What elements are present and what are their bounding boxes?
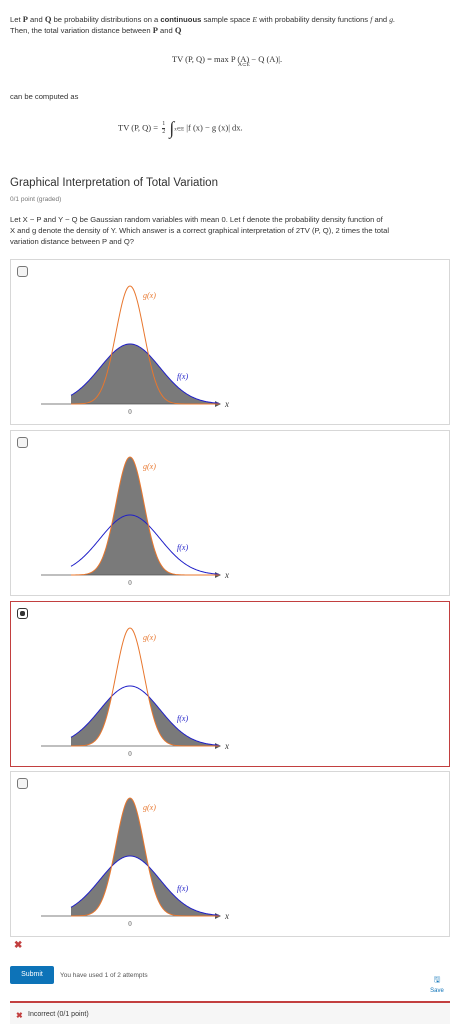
question-title: Graphical Interpretation of Total Variat… (10, 177, 218, 189)
radio-button[interactable] (17, 266, 28, 277)
save-icon: 🖫 (433, 975, 441, 984)
answer-option-4[interactable]: 0 x g(x) f(x) (10, 771, 450, 937)
g-label: g(x) (143, 462, 156, 471)
f-curve (70, 685, 220, 746)
f-label: f(x) (177, 884, 188, 893)
shaded-area (71, 344, 219, 404)
radio-button[interactable] (17, 778, 28, 789)
x-axis-label: x (224, 570, 229, 580)
answer-option-3[interactable]: 0 x g(x) f(x) (10, 601, 450, 767)
density-plot: 0 x g(x) f(x) (41, 285, 229, 416)
question-text: Let X ~ P and Y ~ Q be Gaussian random v… (10, 215, 390, 246)
f-curve (70, 514, 220, 575)
zero-tick-label: 0 (128, 579, 132, 587)
attempts-text: You have used 1 of 2 attempts (60, 972, 148, 979)
result-text: Incorrect (0/1 point) (28, 1011, 89, 1018)
g-curve (71, 285, 219, 405)
tv-definition-formula: TV (P, Q) = max P (A) − Q (A)|. A⊂E (171, 54, 283, 68)
density-plot: 0 x g(x) f(x) (41, 627, 229, 758)
problem-intro: Let P and Q be probability distributions… (10, 14, 395, 35)
shaded-area (71, 798, 219, 916)
f-label: f(x) (177, 543, 188, 552)
f-label: f(x) (177, 714, 188, 723)
f-curve (70, 855, 220, 916)
shaded-area (71, 696, 219, 746)
g-label: g(x) (143, 633, 156, 642)
computed-as-text: can be computed as (10, 92, 79, 101)
answer-option-1[interactable]: 0 x g(x) f(x) (10, 259, 450, 425)
result-notification: ✖ Incorrect (0/1 point) (10, 1001, 450, 1024)
zero-tick-label: 0 (128, 750, 132, 758)
question-points: 0/1 point (graded) (10, 196, 62, 203)
density-plot: 0 x g(x) f(x) (41, 456, 229, 587)
save-button[interactable]: 🖫 Save (424, 974, 450, 994)
g-label: g(x) (143, 291, 156, 300)
g-curve (71, 627, 219, 747)
incorrect-icon: ✖ (16, 1011, 23, 1020)
radio-button[interactable] (17, 437, 28, 448)
submit-button[interactable]: Submit (10, 966, 54, 984)
f-label: f(x) (177, 372, 188, 381)
shaded-area (71, 457, 219, 575)
f-curve (70, 343, 220, 404)
x-axis-label: x (224, 911, 229, 921)
incorrect-icon: ✖ (14, 940, 23, 951)
radio-button-selected[interactable] (17, 608, 28, 619)
zero-tick-label: 0 (128, 408, 132, 416)
g-curve (71, 456, 219, 576)
density-plot: 0 x g(x) f(x) (41, 797, 229, 928)
x-axis-label: x (224, 741, 229, 751)
g-label: g(x) (143, 803, 156, 812)
answer-option-2[interactable]: 0 x g(x) f(x) (10, 430, 450, 596)
x-axis-label: x (224, 399, 229, 409)
zero-tick-label: 0 (128, 920, 132, 928)
save-label: Save (430, 988, 444, 994)
g-curve (71, 797, 219, 917)
